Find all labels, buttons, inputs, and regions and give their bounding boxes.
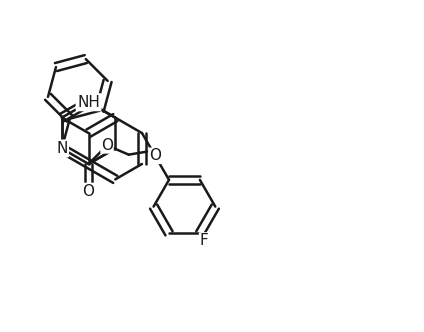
- Text: O: O: [83, 184, 95, 199]
- Text: O: O: [101, 138, 113, 153]
- Text: N: N: [56, 141, 67, 156]
- Text: O: O: [149, 148, 161, 163]
- Text: NH: NH: [77, 95, 100, 110]
- Text: F: F: [200, 233, 208, 248]
